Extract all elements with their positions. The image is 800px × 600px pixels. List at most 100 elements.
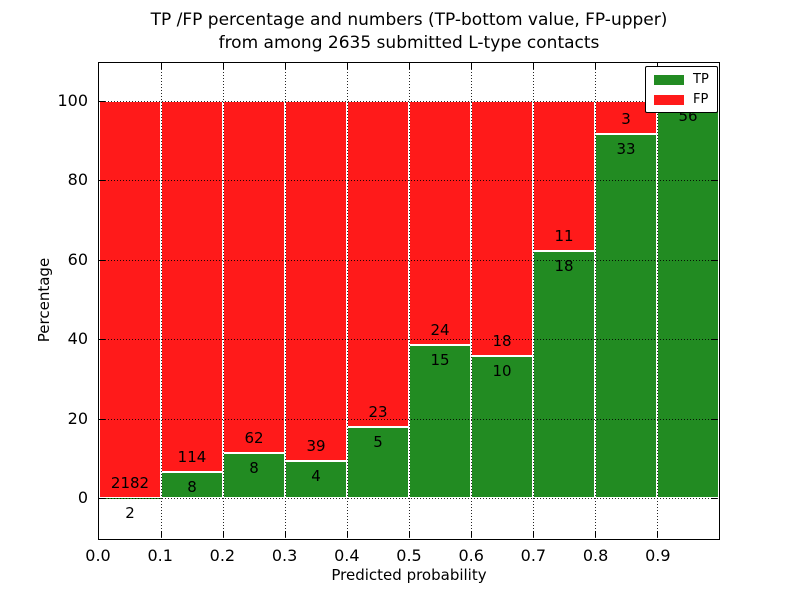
tp-count-label: 4	[311, 467, 321, 486]
x-tick-mark	[347, 531, 348, 537]
y-tick-mark	[711, 418, 717, 420]
tp-count-label: 5	[373, 433, 383, 452]
tp-bar-segment	[285, 461, 347, 498]
plot-area: 218221148628394235241518101118333056	[98, 62, 720, 540]
x-tick-label: 0.9	[645, 546, 671, 565]
vertical-gridline	[657, 63, 658, 539]
vertical-gridline	[471, 63, 472, 539]
y-tick-label: 60	[67, 249, 88, 269]
y-tick-label: 0	[77, 488, 88, 507]
vertical-gridline	[533, 63, 534, 539]
x-tick-mark	[285, 531, 286, 537]
y-tick-label: 80	[67, 170, 88, 189]
tp-count-label: 2	[125, 503, 135, 522]
fp-bar-segment	[161, 100, 223, 472]
x-tick-label: 0.3	[271, 546, 298, 565]
x-tick-mark	[657, 531, 658, 537]
vertical-gridline	[161, 63, 162, 539]
tp-bar-segment	[595, 133, 657, 498]
fp-count-label: 24	[430, 321, 450, 340]
fp-count-label: 2182	[110, 473, 150, 492]
fp-bar-segment	[409, 100, 471, 346]
y-tick-mark	[99, 339, 105, 340]
legend-item-tp: TP	[654, 73, 709, 86]
x-tick-label: 0.4	[334, 546, 360, 565]
x-tick-mark	[223, 531, 224, 537]
tp-count-label: 8	[187, 477, 197, 496]
vertical-gridline	[347, 63, 348, 539]
x-tick-mark	[347, 63, 348, 69]
tp-bar-segment	[533, 251, 595, 498]
tp-bar-segment	[657, 100, 719, 498]
x-tick-mark	[471, 531, 472, 537]
legend-label-fp: FP	[693, 92, 709, 107]
y-tick-mark	[99, 259, 105, 261]
chart-title-line2: from among 2635 submitted L-type contact…	[218, 33, 600, 53]
x-tick-mark	[161, 63, 162, 69]
horizontal-gridline	[99, 418, 719, 420]
x-tick-mark	[595, 531, 596, 537]
x-tick-label: 0.7	[520, 546, 547, 565]
fp-bar-segment	[99, 100, 161, 498]
horizontal-gridline	[99, 180, 719, 181]
y-tick-mark	[711, 180, 717, 181]
y-tick-mark	[99, 418, 105, 420]
horizontal-gridline	[99, 498, 719, 499]
fp-swatch-icon	[654, 94, 684, 105]
fp-count-label: 3	[621, 109, 631, 128]
horizontal-gridline	[99, 339, 719, 340]
x-tick-label: 0.0	[85, 546, 111, 565]
x-tick-label: 0.2	[209, 546, 236, 565]
y-tick-label: 20	[67, 408, 88, 428]
vertical-gridline	[595, 63, 596, 539]
legend-item-fp: FP	[654, 93, 709, 106]
y-tick-mark	[99, 180, 105, 181]
fp-bar-segment	[223, 100, 285, 453]
x-tick-mark	[161, 531, 162, 537]
x-axis-label: Predicted probability	[331, 566, 487, 584]
fp-count-label: 23	[368, 403, 388, 422]
fp-bar-segment	[285, 100, 347, 462]
y-tick-mark	[711, 339, 717, 340]
horizontal-gridline	[99, 259, 719, 261]
tp-count-label: 33	[616, 139, 636, 158]
x-tick-mark	[409, 63, 410, 69]
y-axis-label: Percentage	[35, 257, 53, 343]
x-tick-label: 0.1	[147, 546, 173, 565]
fp-bar-segment	[347, 100, 409, 428]
x-tick-mark	[533, 63, 534, 69]
x-tick-mark	[285, 63, 286, 69]
x-tick-mark	[533, 531, 534, 537]
fp-count-label: 39	[306, 437, 326, 456]
y-tick-mark	[99, 100, 105, 102]
y-tick-label: 40	[67, 329, 88, 348]
y-tick-label: 100	[57, 90, 88, 110]
tp-count-label: 8	[249, 458, 259, 477]
x-tick-mark	[595, 63, 596, 69]
tp-count-label: 18	[554, 257, 574, 276]
tp-count-label: 10	[492, 362, 512, 381]
x-tick-mark	[223, 63, 224, 69]
y-tick-mark	[99, 498, 105, 499]
legend: TP FP	[645, 66, 718, 113]
horizontal-gridline	[99, 100, 719, 102]
fp-count-label: 114	[177, 447, 207, 466]
vertical-gridline	[409, 63, 410, 539]
chart-title-line1: TP /FP percentage and numbers (TP-bottom…	[150, 10, 668, 30]
tp-swatch-icon	[654, 74, 684, 85]
fp-count-label: 18	[492, 332, 512, 351]
x-tick-mark	[409, 531, 410, 537]
chart-title: TP /FP percentage and numbers (TP-bottom…	[58, 9, 760, 55]
x-tick-label: 0.5	[396, 546, 422, 565]
x-tick-label: 0.6	[458, 546, 484, 565]
y-tick-mark	[711, 498, 717, 499]
vertical-gridline	[285, 63, 286, 539]
vertical-gridline	[223, 63, 224, 539]
fp-count-label: 11	[554, 227, 574, 246]
tp-bar-segment	[223, 452, 285, 498]
x-tick-mark	[471, 63, 472, 69]
y-tick-mark	[711, 259, 717, 261]
legend-label-tp: TP	[693, 72, 709, 87]
fp-count-label: 62	[244, 428, 264, 447]
